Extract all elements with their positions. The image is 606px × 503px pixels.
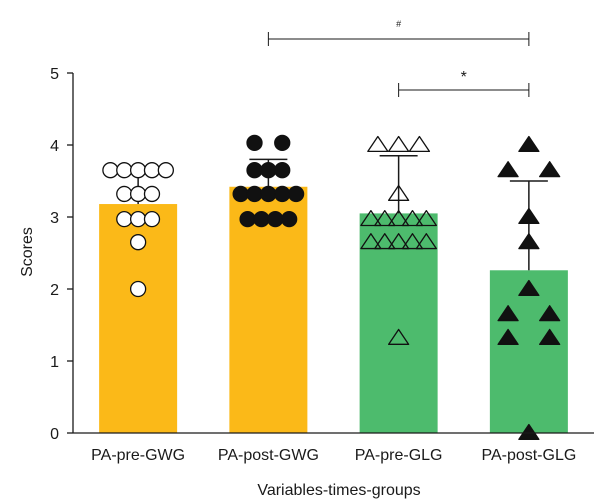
data-point-filled-circle (287, 185, 305, 203)
data-point-open-circle (157, 162, 174, 179)
y-tick-label: 4 (50, 138, 59, 155)
data-point-open-circle (143, 185, 161, 203)
data-point-filled-triangle (497, 305, 519, 322)
data-point-open-triangle (367, 135, 389, 153)
significance-label: # (396, 19, 401, 29)
data-point-open-triangle (387, 184, 410, 201)
data-point-open-triangle (401, 210, 424, 227)
error-bars-layer (119, 155, 548, 271)
y-tick-label: 0 (50, 426, 59, 443)
data-point-open-circle (129, 185, 147, 203)
data-point-open-circle (102, 162, 119, 179)
y-tick-label: 2 (50, 282, 59, 299)
y-tick-label: 5 (50, 66, 59, 83)
y-tick-label: 3 (50, 210, 59, 227)
data-point-open-circle (143, 211, 161, 228)
significance-layer: #* (267, 19, 530, 97)
data-point-open-triangle (401, 233, 424, 250)
data-point-open-circle (143, 162, 161, 179)
data-point-open-circle (116, 162, 133, 179)
data-point-open-circle (129, 280, 147, 298)
data-point-filled-triangle (518, 135, 540, 153)
data-point-filled-triangle (518, 233, 540, 250)
data-point-open-triangle (415, 233, 437, 250)
data-point-filled-circle (274, 134, 291, 151)
bar-pa-post-glg (489, 270, 568, 433)
x-axis-label: Variables-times-groups (257, 482, 420, 499)
data-point-filled-triangle (518, 423, 540, 441)
y-axis-label: Scores (19, 227, 36, 277)
data-point-filled-circle (281, 211, 298, 228)
x-tick-label: PA-post-GLG (481, 447, 576, 464)
data-point-open-triangle (415, 210, 437, 227)
data-points-layer (102, 134, 561, 441)
data-point-open-triangle (387, 233, 410, 250)
data-point-filled-circle (246, 162, 263, 179)
significance-label: * (461, 69, 467, 86)
data-point-filled-triangle (497, 328, 519, 345)
data-point-open-triangle (387, 328, 410, 345)
data-point-filled-circle (260, 185, 277, 203)
data-point-open-circle (129, 234, 147, 251)
y-tick-label: 1 (50, 354, 59, 371)
bars-layer (99, 186, 568, 433)
x-tick-label: PA-post-GWG (218, 447, 319, 464)
data-point-filled-circle (274, 162, 291, 179)
bar-pa-post-gwg (229, 186, 308, 433)
axes-layer: 0 1 2 3 4 5 PA-pre-GWG PA-post-GWG PA-pre-GLG PA-… (50, 66, 594, 464)
data-point-filled-circle (239, 211, 256, 228)
x-tick-label: PA-pre-GLG (355, 447, 443, 464)
data-point-open-circle (116, 211, 133, 228)
data-point-filled-triangle (539, 305, 561, 322)
data-point-open-triangle (360, 210, 382, 227)
data-point-filled-triangle (539, 328, 561, 345)
data-point-filled-circle (260, 162, 277, 179)
data-point-filled-circle (267, 211, 284, 228)
data-point-open-triangle (360, 233, 382, 250)
data-point-open-triangle (387, 210, 410, 227)
data-point-filled-triangle (497, 161, 519, 178)
data-point-open-triangle (374, 233, 396, 250)
data-point-filled-triangle (518, 207, 540, 225)
x-tick-label: PA-pre-GWG (91, 447, 185, 464)
data-point-filled-circle (253, 211, 270, 228)
data-point-open-circle (116, 185, 133, 203)
data-point-filled-circle (232, 185, 249, 203)
data-point-filled-circle (246, 185, 263, 203)
data-point-open-triangle (408, 135, 431, 153)
data-point-filled-triangle (539, 161, 561, 178)
data-point-open-triangle (374, 210, 396, 227)
data-point-open-circle (129, 162, 147, 179)
data-point-filled-triangle (518, 279, 540, 297)
data-point-filled-circle (246, 134, 263, 151)
bar-pa-pre-glg (359, 213, 438, 433)
data-point-open-triangle (387, 135, 410, 153)
data-point-filled-circle (274, 185, 291, 203)
data-point-open-circle (129, 211, 147, 228)
